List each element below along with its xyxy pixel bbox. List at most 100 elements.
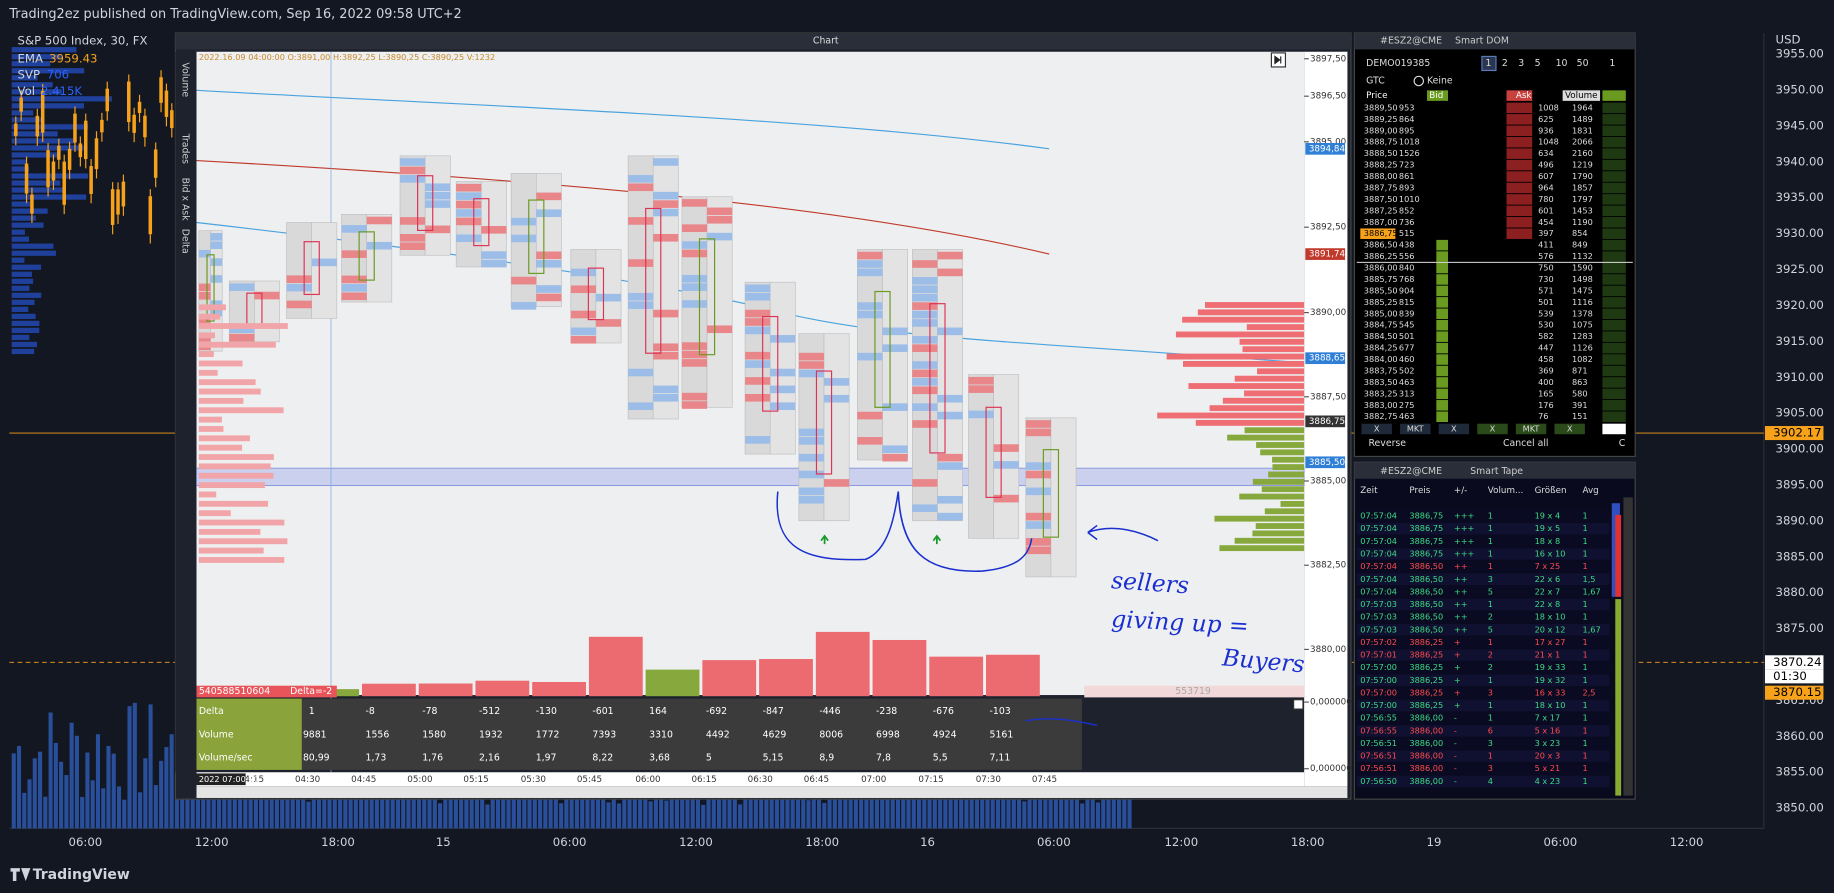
left-total: 540588510604 — [199, 686, 270, 697]
cell — [595, 293, 622, 302]
tape-cell: - — [1454, 738, 1457, 748]
order-button-label[interactable]: X — [1451, 423, 1457, 433]
dom-cell: 501 — [1399, 331, 1415, 341]
time-label: 18:00 — [321, 835, 355, 849]
tape-cell: 3886,00 — [1409, 751, 1443, 761]
profile-bar — [11, 327, 40, 334]
profile-bar — [1252, 530, 1305, 537]
stats-cell: 9 — [303, 729, 309, 740]
dom-cell: 3883,00 — [1364, 400, 1398, 410]
tape-cell: 07:57:04 — [1360, 523, 1397, 533]
dom-cell: 458 — [1538, 354, 1554, 364]
volume-bar — [38, 751, 43, 829]
close-button[interactable] — [1293, 699, 1304, 710]
vol-cell — [1602, 102, 1626, 114]
fp-time-label: 05:00 — [407, 775, 432, 785]
volume-bar — [148, 704, 153, 829]
cell — [286, 300, 312, 309]
footprint-bid — [744, 281, 771, 455]
profile-bar — [11, 278, 34, 284]
volume-bar — [74, 735, 79, 829]
side-tab[interactable]: Delta — [179, 229, 190, 254]
side-tab[interactable]: Bid x Ask — [179, 178, 190, 222]
order-button-label[interactable]: MKT — [1523, 423, 1541, 433]
size-button[interactable]: 2 — [1502, 58, 1508, 69]
cell — [400, 242, 426, 250]
dom-cell: 501 — [1538, 297, 1554, 307]
volume-bar — [838, 778, 843, 829]
size-button[interactable]: 5 — [1535, 58, 1541, 69]
dom-cell: 1797 — [1572, 194, 1593, 204]
order-button-label[interactable]: X — [1490, 423, 1496, 433]
tape-cell: 5 x 21 — [1535, 763, 1561, 773]
volume-bar — [601, 793, 606, 829]
cell — [882, 403, 908, 411]
volume-bar — [532, 681, 586, 697]
body — [1042, 449, 1060, 538]
dom-cell: 1010 — [1399, 194, 1420, 204]
cell — [770, 385, 796, 394]
cell — [425, 183, 451, 192]
profile-bar — [198, 341, 276, 348]
order-button-label[interactable]: X — [1567, 423, 1573, 433]
volume-bar — [48, 712, 53, 829]
dom-cell: 539 — [1538, 308, 1554, 318]
body — [815, 370, 833, 475]
size-button[interactable]: 1 — [1485, 58, 1491, 69]
volume-bar — [815, 631, 870, 697]
candle — [46, 150, 50, 188]
tape-cell: ++ — [1454, 599, 1468, 609]
dom-cell: 502 — [1399, 365, 1415, 375]
volume-bar — [106, 746, 111, 829]
cell — [937, 453, 963, 462]
candle — [57, 145, 61, 160]
profile-bar — [11, 222, 44, 228]
reverse-button[interactable]: Reverse — [1368, 438, 1406, 449]
volume-bar — [690, 795, 695, 829]
tape-cell: 07:57:03 — [1360, 624, 1397, 634]
cell — [993, 494, 1019, 503]
cell — [198, 317, 211, 325]
tape-cell: 3886,25 — [1409, 650, 1443, 660]
dom-cell: 391 — [1572, 400, 1588, 410]
size-button[interactable]: 50 — [1577, 58, 1589, 69]
dom-cell: 3885,75 — [1364, 274, 1398, 284]
cell — [912, 310, 938, 319]
close-order-button[interactable]: C — [1619, 438, 1626, 449]
cell — [595, 319, 622, 327]
tape-cell: 3886,75 — [1409, 536, 1443, 546]
side-tab[interactable]: Trades — [179, 133, 190, 165]
dom-cell: 864 — [1399, 114, 1415, 124]
tape-cell: 21 x 1 — [1535, 650, 1561, 660]
arrow-up — [820, 534, 942, 545]
dom-cell: 964 — [1538, 182, 1554, 192]
vol-cell — [1602, 274, 1626, 285]
time-label: 12:00 — [1670, 835, 1704, 849]
candle — [73, 113, 77, 143]
size-button[interactable]: 3 — [1518, 58, 1524, 69]
side-tab[interactable]: Volume — [179, 62, 190, 97]
delta-note: Delta=-2 — [290, 686, 332, 697]
tape-cell: ++ — [1454, 624, 1468, 634]
volume-bar — [438, 803, 443, 829]
cell — [628, 217, 654, 225]
order-button-label[interactable]: X — [1374, 423, 1380, 433]
cancel-button[interactable]: Cancel all — [1503, 438, 1549, 449]
tape-cell: 3 — [1488, 738, 1493, 748]
tape-cell: 2 — [1488, 612, 1493, 622]
order-button — [1477, 423, 1508, 435]
dom-cell: 1008 — [1538, 102, 1559, 112]
dom-cell: 3883,25 — [1364, 388, 1398, 398]
profile-bar — [1264, 508, 1305, 515]
vol-cell — [1602, 182, 1626, 194]
tape-cell: 4 — [1488, 776, 1493, 786]
volume-bar — [69, 722, 74, 829]
dom-cell: 723 — [1399, 160, 1415, 170]
cell — [912, 293, 938, 302]
vol-cell — [1602, 411, 1626, 423]
profile-bar — [198, 407, 284, 414]
order-button-label[interactable]: MKT — [1407, 423, 1425, 433]
volume-bar — [648, 801, 653, 829]
size-button[interactable]: 10 — [1556, 58, 1568, 69]
price-label: 3895.00 — [1776, 477, 1824, 491]
